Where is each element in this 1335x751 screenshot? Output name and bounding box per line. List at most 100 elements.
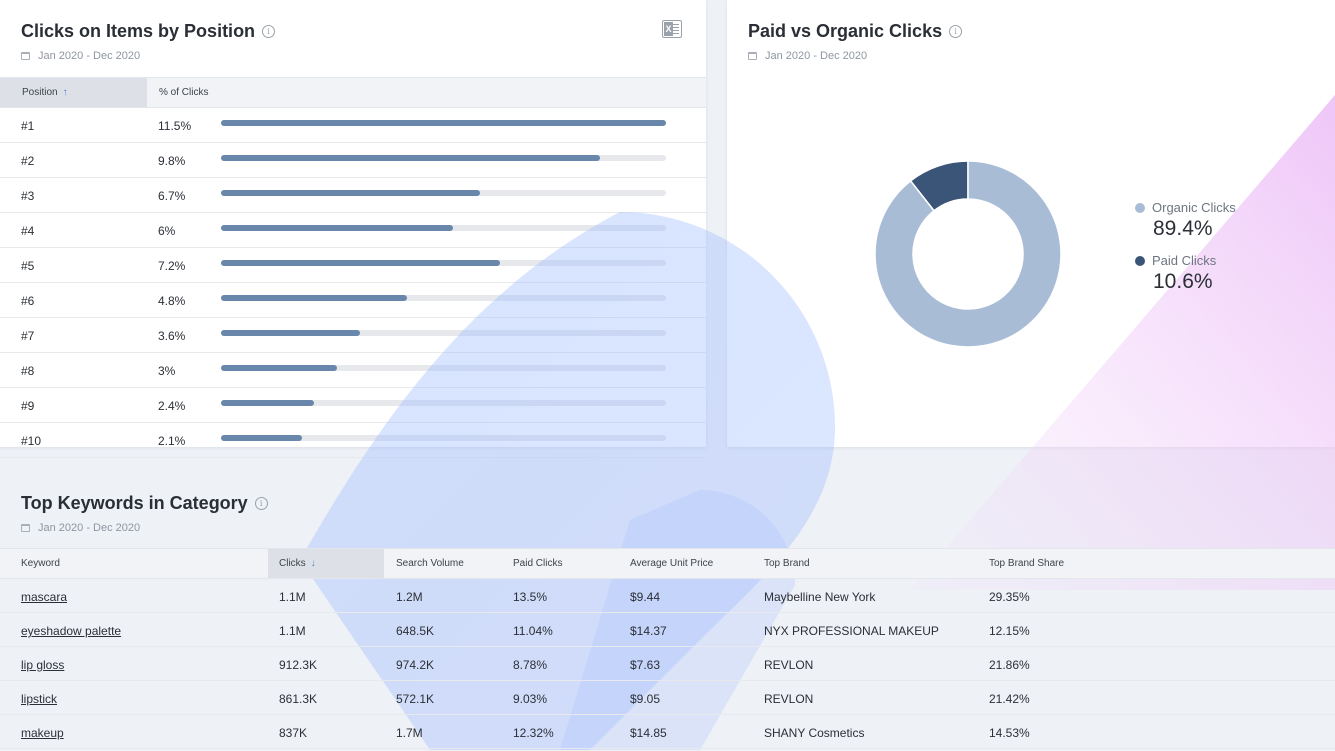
date-range: Jan 2020 - Dec 2020 — [21, 50, 140, 62]
keyword-link[interactable]: mascara — [21, 590, 68, 604]
column-header-paid-clicks[interactable]: Paid Clicks — [513, 558, 563, 569]
position-cell: #4 — [21, 224, 35, 238]
table-row: mascara 1.1M 1.2M 13.5% $9.44 Maybelline New … — [0, 579, 1335, 613]
card-title-text: Top Keywords in Category — [21, 493, 248, 513]
table-row: lip gloss 912.3K 974.2K 8.78% $7.63 REVLON 21.… — [0, 647, 1335, 681]
table-row: #2 9.8% — [0, 143, 706, 178]
table-row: lipstick 861.3K 572.1K 9.03% $9.05 REVLON 21.4… — [0, 681, 1335, 715]
bar-fill — [221, 330, 361, 336]
bar-fill — [221, 225, 454, 231]
top-brand-cell: Maybelline New York — [764, 590, 876, 604]
legend-value: 89.4% — [1153, 217, 1213, 240]
pct-clicks-cell: 4.8% — [158, 294, 186, 308]
bar-track — [221, 365, 666, 371]
top-brand-cell: SHANY Cosmetics — [764, 726, 865, 740]
pct-clicks-cell: 6.7% — [158, 189, 186, 203]
bar-fill — [221, 260, 500, 266]
column-header-pct-clicks[interactable]: % of Clicks — [159, 87, 209, 98]
legend-label: Organic Clicks — [1135, 200, 1236, 215]
paid-clicks-cell: 9.03% — [513, 692, 548, 706]
position-cell: #8 — [21, 364, 35, 378]
paid-clicks-cell: 13.5% — [513, 590, 548, 604]
bar-track — [221, 225, 666, 231]
position-cell: #3 — [21, 189, 35, 203]
info-icon[interactable]: i — [262, 25, 276, 38]
keyword-link[interactable]: eyeshadow palette — [21, 624, 122, 638]
avg-unit-price-cell: $14.37 — [630, 624, 667, 638]
pct-clicks-cell: 3% — [158, 364, 176, 378]
column-header-avg-unit-price[interactable]: Average Unit Price — [630, 558, 714, 569]
keyword-link[interactable]: lip gloss — [21, 658, 65, 672]
column-header-top-brand-share[interactable]: Top Brand Share — [989, 558, 1065, 569]
bar-fill — [221, 295, 407, 301]
column-header-label: Position — [22, 87, 58, 98]
search-volume-cell: 1.7M — [396, 726, 423, 740]
table-row: #5 7.2% — [0, 248, 706, 283]
card-title: Top Keywords in Category i — [21, 493, 268, 514]
bar-fill — [221, 120, 666, 126]
bar-fill — [221, 400, 314, 406]
top-brand-cell: REVLON — [764, 692, 814, 706]
keyword-link[interactable]: lipstick — [21, 692, 58, 706]
legend-item-organic[interactable]: Organic Clicks 89.4% — [1135, 200, 1236, 241]
pct-clicks-cell: 2.1% — [158, 434, 186, 448]
avg-unit-price-cell: $9.44 — [630, 590, 661, 604]
table-row: #10 2.1% — [0, 423, 706, 458]
keyword-rows: mascara 1.1M 1.2M 13.5% $9.44 Maybelline New … — [0, 579, 1335, 749]
organic-clicks-slice[interactable] — [874, 160, 1062, 348]
legend-item-paid[interactable]: Paid Clicks 10.6% — [1135, 253, 1216, 294]
clicks-cell: 1.1M — [279, 624, 306, 638]
pct-clicks-cell: 6% — [158, 224, 176, 238]
legend-label-text: Paid Clicks — [1152, 253, 1217, 268]
search-volume-cell: 648.5K — [396, 624, 435, 638]
table-header: Position ↑ % of Clicks — [0, 77, 706, 108]
table-header: Keyword Clicks ↓ Search Volume Paid Click… — [0, 548, 1335, 579]
info-icon[interactable]: i — [254, 497, 268, 510]
bar-track — [221, 190, 666, 196]
pct-clicks-cell: 7.2% — [158, 259, 186, 273]
avg-unit-price-cell: $14.85 — [630, 726, 667, 740]
top-keywords-section: Top Keywords in Category i Jan 2020 - De… — [0, 470, 1335, 750]
info-icon[interactable]: i — [949, 25, 963, 38]
table-row: #4 6% — [0, 213, 706, 248]
sort-descending-icon: ↓ — [310, 558, 316, 569]
top-brand-cell: REVLON — [764, 658, 814, 672]
date-range-text: Jan 2020 - Dec 2020 — [765, 50, 868, 62]
table-row: #6 4.8% — [0, 283, 706, 318]
date-range: Jan 2020 - Dec 2020 — [748, 50, 867, 62]
table-row: #1 11.5% — [0, 108, 706, 143]
column-header-position[interactable]: Position ↑ — [0, 78, 147, 107]
search-volume-cell: 974.2K — [396, 658, 435, 672]
bar-fill — [221, 435, 303, 441]
position-cell: #6 — [21, 294, 35, 308]
table-row: #9 2.4% — [0, 388, 706, 423]
table-row: eyeshadow palette 1.1M 648.5K 11.04% $14.37 N… — [0, 613, 1335, 647]
column-header-top-brand[interactable]: Top Brand — [764, 558, 810, 569]
legend-dot-icon — [1135, 202, 1145, 213]
column-header-search-volume[interactable]: Search Volume — [396, 558, 464, 569]
paid-clicks-cell: 8.78% — [513, 658, 548, 672]
card-title: Clicks on Items by Position i — [21, 21, 276, 42]
column-header-clicks[interactable]: Clicks ↓ — [279, 549, 316, 578]
search-volume-cell: 572.1K — [396, 692, 435, 706]
avg-unit-price-cell: $9.05 — [630, 692, 661, 706]
bar-fill — [221, 190, 481, 196]
bar-track — [221, 120, 666, 126]
pct-clicks-cell: 2.4% — [158, 399, 186, 413]
position-cell: #5 — [21, 259, 35, 273]
excel-export-icon[interactable]: X — [662, 20, 682, 38]
calendar-icon — [21, 524, 30, 532]
avg-unit-price-cell: $7.63 — [630, 658, 661, 672]
calendar-icon — [748, 52, 757, 60]
keyword-link[interactable]: makeup — [21, 726, 64, 740]
bar-fill — [221, 155, 601, 161]
card-title-text: Clicks on Items by Position — [21, 21, 256, 41]
card-title-text: Paid vs Organic Clicks — [748, 21, 943, 41]
paid-clicks-cell: 11.04% — [513, 624, 553, 638]
bar-track — [221, 155, 666, 161]
keywords-table: Keyword Clicks ↓ Search Volume Paid Click… — [0, 548, 1335, 749]
pct-clicks-cell: 11.5% — [158, 119, 192, 133]
date-range-text: Jan 2020 - Dec 2020 — [38, 522, 141, 534]
legend-label-text: Organic Clicks — [1152, 200, 1236, 215]
column-header-keyword[interactable]: Keyword — [21, 558, 60, 569]
